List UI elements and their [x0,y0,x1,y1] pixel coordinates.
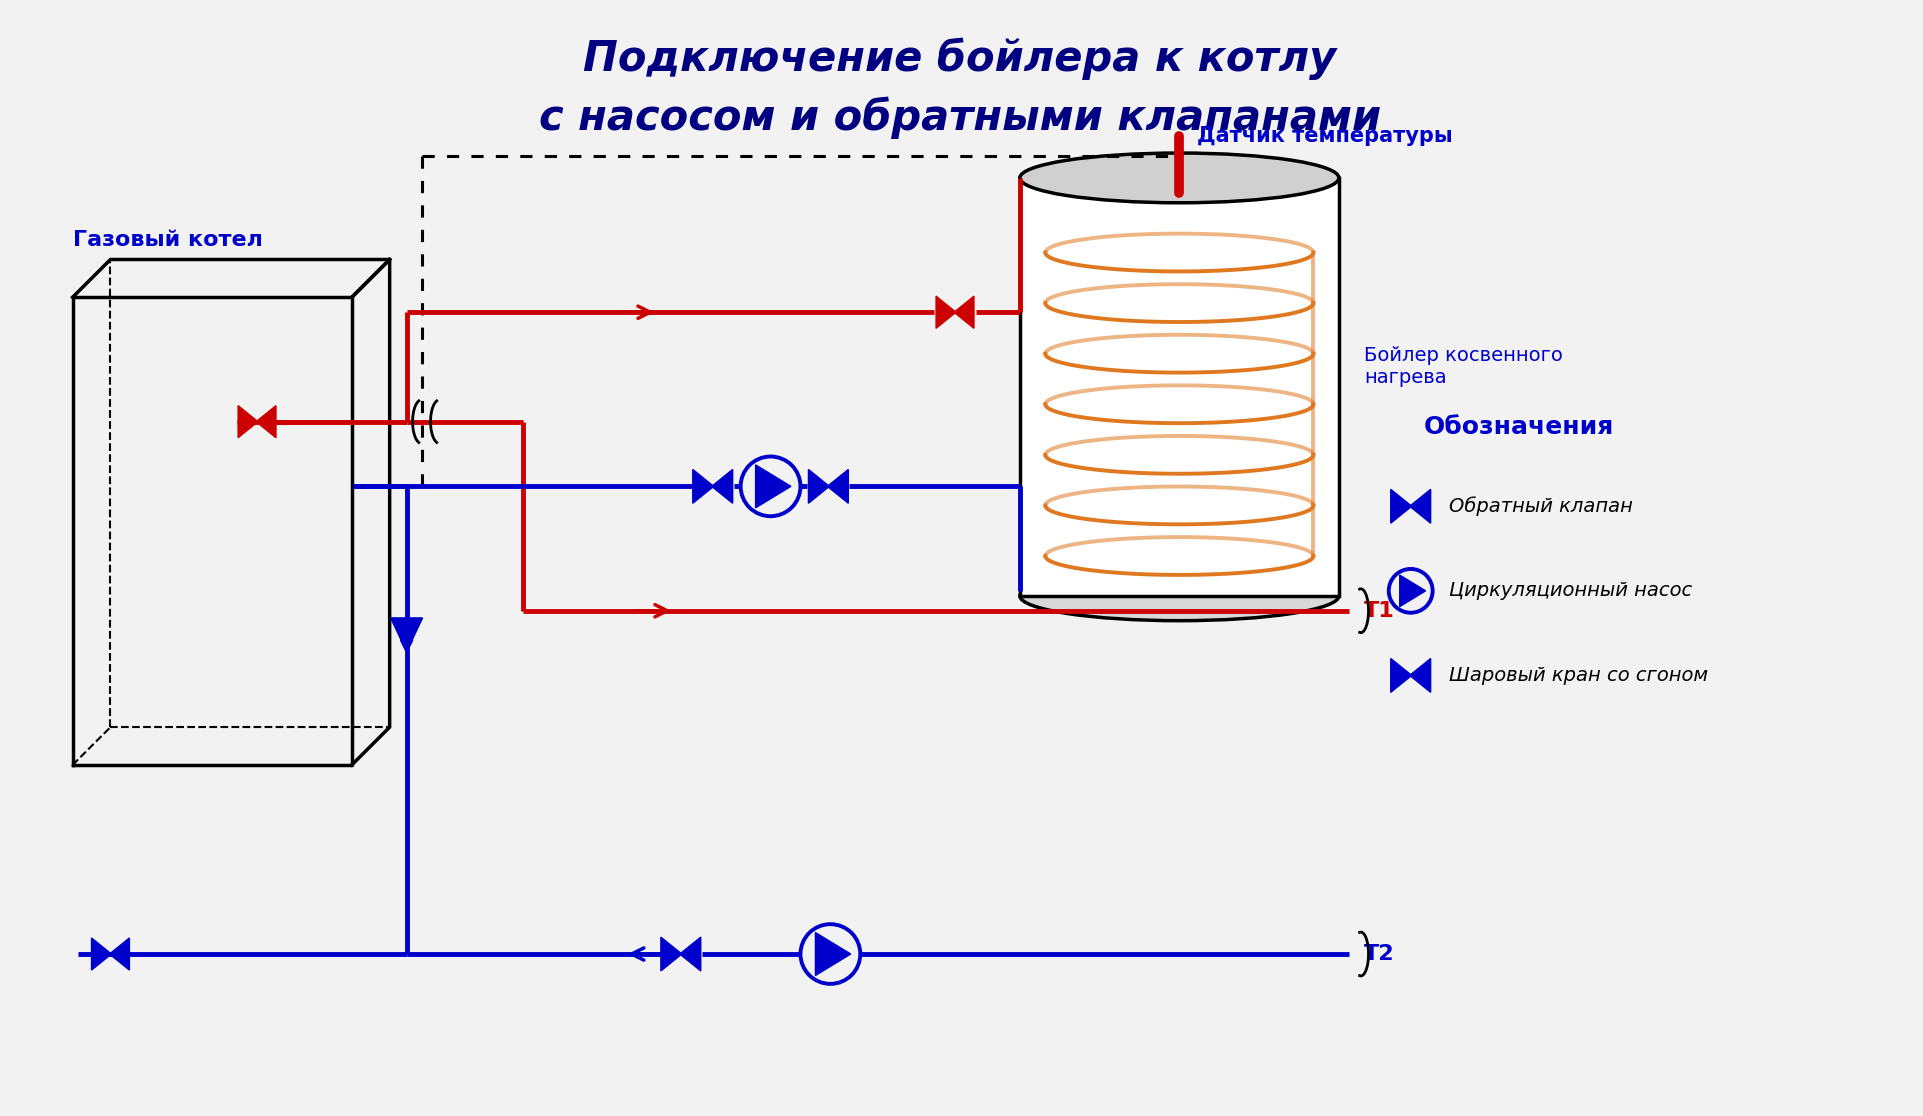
Polygon shape [937,296,956,328]
Polygon shape [712,470,733,503]
Polygon shape [92,937,112,970]
Ellipse shape [1019,153,1338,203]
Polygon shape [815,933,850,975]
Polygon shape [1400,575,1425,607]
Polygon shape [827,470,848,503]
Polygon shape [1410,489,1431,523]
Polygon shape [238,405,258,437]
Text: Бойлер косвенного
нагрева: Бойлер косвенного нагрева [1363,346,1561,387]
Polygon shape [110,937,129,970]
Text: Т2: Т2 [1363,944,1394,964]
Polygon shape [1390,658,1411,692]
Polygon shape [660,937,681,971]
Polygon shape [1410,658,1431,692]
Text: Датчик температуры: Датчик температуры [1196,126,1452,146]
Polygon shape [390,618,423,652]
Text: Т1: Т1 [1363,600,1394,620]
Polygon shape [756,465,790,508]
Polygon shape [954,296,973,328]
Polygon shape [679,937,700,971]
Text: Подключение бойлера к котлу: Подключение бойлера к котлу [583,37,1336,79]
Ellipse shape [1019,571,1338,620]
Text: Шаровый кран со сгоном: Шаровый кран со сгоном [1448,666,1708,685]
Text: Обратный клапан: Обратный клапан [1448,497,1631,516]
Text: Газовый котел: Газовый котел [73,230,262,250]
Polygon shape [692,470,713,503]
Text: с насосом и обратными клапанами: с насосом и обратными клапанами [538,97,1381,140]
Text: Обозначения: Обозначения [1423,415,1613,439]
Polygon shape [1390,489,1411,523]
FancyBboxPatch shape [1019,177,1338,596]
Polygon shape [256,405,275,437]
Polygon shape [808,470,829,503]
Text: Циркуляционный насос: Циркуляционный насос [1448,581,1690,600]
